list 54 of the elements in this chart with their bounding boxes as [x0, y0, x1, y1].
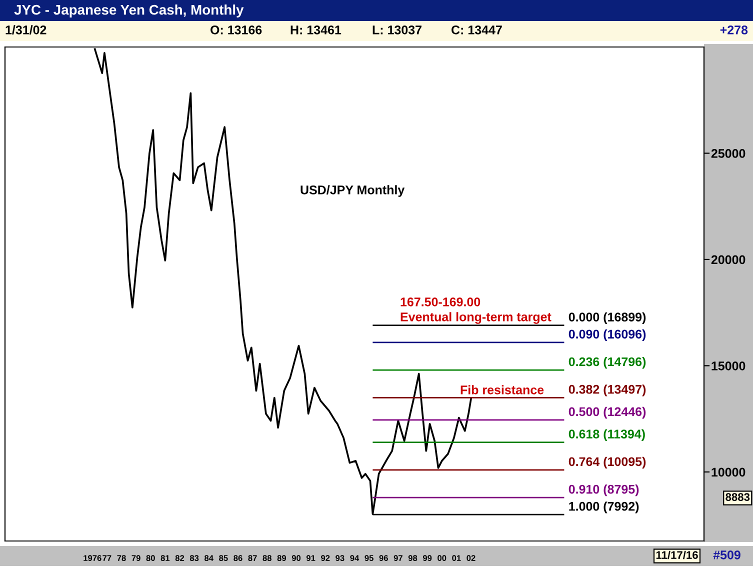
x-tick-label: 84 — [204, 555, 214, 562]
ref-line-label: 0.382 (13497) — [568, 384, 646, 396]
text: 8883 — [726, 493, 750, 501]
x-tick-label: 81 — [160, 555, 170, 562]
y-tick-label: 10000 — [712, 468, 746, 477]
y-tick-label: 20000 — [711, 255, 746, 264]
ref-line-label: 0.618 (11394) — [568, 429, 645, 441]
x-tick-label: 87 — [248, 555, 257, 562]
ref-line-label: 0.500 (12446) — [568, 406, 646, 419]
x-tick-label: 82 — [175, 555, 184, 562]
text: L: 13037 — [372, 26, 422, 34]
x-tick-label: 94 — [350, 555, 360, 562]
x-tick-label: 80 — [146, 555, 155, 562]
annotation: 167.50-169.00 — [400, 298, 480, 306]
text: 11/17/16 — [656, 550, 698, 560]
annotation: Fib resistance — [460, 385, 544, 394]
x-tick-label: 97 — [394, 555, 402, 562]
x-tick-label: 83 — [190, 555, 199, 562]
x-tick-label: 91 — [306, 555, 316, 562]
x-tick-label: 85 — [219, 555, 228, 562]
annotation: Eventual long-term target — [400, 312, 552, 324]
y-tick-label: 25000 — [711, 149, 746, 158]
ref-line-label: 0.764 (10095) — [568, 456, 646, 469]
x-tick-label: 88 — [262, 555, 272, 562]
x-tick-label: 98 — [408, 555, 418, 562]
text: C: 13447 — [452, 26, 502, 34]
text: O: 13166 — [210, 26, 262, 34]
x-tick-label: 78 — [117, 555, 126, 562]
x-tick-label: 99 — [422, 555, 432, 562]
x-tick-label: 93 — [336, 555, 344, 562]
x-tick-label: 79 — [132, 555, 140, 562]
annotation: USD/JPY Monthly — [300, 185, 405, 197]
text: 1/31/02 — [6, 25, 46, 34]
x-tick-label: 95 — [364, 555, 374, 562]
x-tick-label: 92 — [321, 555, 330, 562]
ref-line-label: 0.910 (8795) — [568, 484, 639, 496]
text: #509 — [713, 550, 740, 560]
x-tick-label: 00 — [438, 555, 446, 562]
ref-line-label: 0.000 (16899) — [568, 312, 646, 324]
x-tick-label: 02 — [466, 555, 476, 562]
x-tick-label: 77 — [102, 555, 112, 561]
text: H: 13461 — [290, 26, 342, 34]
x-tick-label: 89 — [277, 555, 286, 562]
ref-line-label: 0.090 (16096) — [568, 329, 646, 342]
y-tick-label: 15000 — [712, 362, 746, 370]
ref-line-label: 0.236 (14796) — [568, 357, 646, 369]
x-tick-label: 1976 — [84, 555, 102, 562]
chart-title: JYC - Japanese Yen Cash, Monthly — [14, 4, 244, 18]
x-tick-label: 86 — [234, 555, 242, 562]
x-tick-label: 96 — [379, 555, 388, 562]
x-tick-label: 01 — [452, 555, 461, 562]
text: +278 — [720, 26, 748, 34]
ref-line-label: 1.000 (7992) — [569, 502, 639, 514]
x-tick-label: 90 — [292, 555, 301, 562]
